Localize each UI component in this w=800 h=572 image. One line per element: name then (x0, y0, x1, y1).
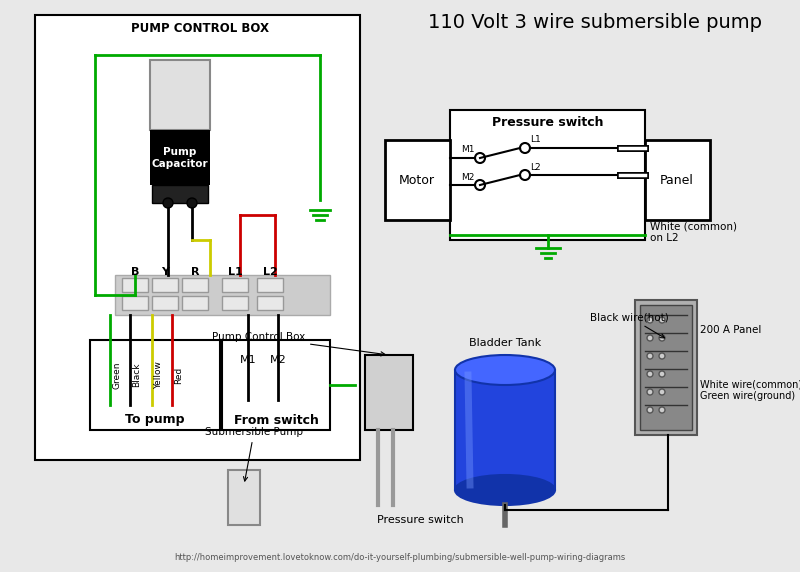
Bar (182, 296, 208, 310)
Bar (385, 140, 450, 220)
Circle shape (163, 198, 173, 208)
Circle shape (659, 335, 665, 341)
Circle shape (659, 353, 665, 359)
Circle shape (475, 180, 485, 190)
Text: 110 Volt 3 wire submersible pump: 110 Volt 3 wire submersible pump (428, 13, 762, 31)
Text: Black wire(hot): Black wire(hot) (590, 312, 669, 338)
Bar (152, 296, 178, 310)
Text: Pressure switch: Pressure switch (492, 116, 604, 129)
Circle shape (187, 198, 197, 208)
Text: Submersible Pump: Submersible Pump (205, 427, 303, 481)
Bar (228, 470, 260, 525)
Text: M1: M1 (240, 355, 256, 365)
Text: http://homeimprovement.lovetoknow.com/do-it-yourself-plumbing/submersible-well-p: http://homeimprovement.lovetoknow.com/do… (174, 554, 626, 562)
Circle shape (647, 407, 653, 413)
Text: Y: Y (161, 267, 169, 277)
Bar (222, 278, 248, 292)
Text: White wire(common)
Green wire(ground): White wire(common) Green wire(ground) (700, 379, 800, 401)
Text: M1: M1 (462, 145, 475, 154)
Bar (645, 140, 710, 220)
Bar (122, 296, 148, 310)
Bar (122, 278, 148, 292)
Text: Motor: Motor (399, 173, 435, 186)
Text: 200 A Panel: 200 A Panel (700, 325, 762, 335)
Text: Bladder Tank: Bladder Tank (469, 338, 541, 348)
Bar (152, 185, 208, 203)
Text: To pump: To pump (126, 414, 185, 427)
Text: Green: Green (112, 362, 121, 389)
Text: L2: L2 (530, 162, 541, 172)
Text: L1: L1 (228, 267, 242, 277)
Text: B: B (131, 267, 139, 277)
Text: PUMP CONTROL BOX: PUMP CONTROL BOX (131, 22, 269, 34)
Bar (115, 275, 330, 315)
Bar (635, 300, 697, 435)
Bar (222, 296, 248, 310)
Bar (150, 130, 210, 185)
Text: M2: M2 (270, 355, 286, 365)
Bar (455, 370, 555, 490)
Text: R: R (190, 267, 199, 277)
Circle shape (659, 371, 665, 377)
Bar (365, 355, 413, 430)
Bar (150, 60, 210, 130)
Bar (450, 110, 645, 240)
Text: Black: Black (132, 363, 141, 387)
Circle shape (647, 317, 653, 323)
Text: Red: Red (174, 367, 183, 384)
Circle shape (659, 407, 665, 413)
Ellipse shape (455, 475, 555, 505)
Text: Panel: Panel (660, 173, 694, 186)
Bar (182, 278, 208, 292)
Circle shape (659, 389, 665, 395)
Circle shape (520, 143, 530, 153)
Text: From switch: From switch (234, 414, 318, 427)
Text: L2: L2 (262, 267, 278, 277)
Bar (222, 340, 330, 430)
Circle shape (520, 170, 530, 180)
Bar (257, 278, 283, 292)
Circle shape (647, 335, 653, 341)
Circle shape (659, 317, 665, 323)
Text: Pressure switch: Pressure switch (377, 515, 463, 525)
Bar (257, 296, 283, 310)
Text: Pump
Capacitor: Pump Capacitor (152, 147, 208, 169)
Circle shape (475, 153, 485, 163)
Text: M2: M2 (462, 173, 475, 181)
Circle shape (647, 353, 653, 359)
Circle shape (647, 389, 653, 395)
Bar (35, 15, 360, 460)
Text: Pump Control Box: Pump Control Box (212, 332, 385, 356)
Bar (640, 305, 692, 430)
Bar (152, 278, 178, 292)
Ellipse shape (455, 355, 555, 385)
Text: Yellow: Yellow (154, 361, 163, 389)
Text: L1: L1 (530, 136, 541, 145)
Circle shape (647, 371, 653, 377)
Text: White (common)
on L2: White (common) on L2 (650, 221, 737, 243)
Bar (90, 340, 220, 430)
